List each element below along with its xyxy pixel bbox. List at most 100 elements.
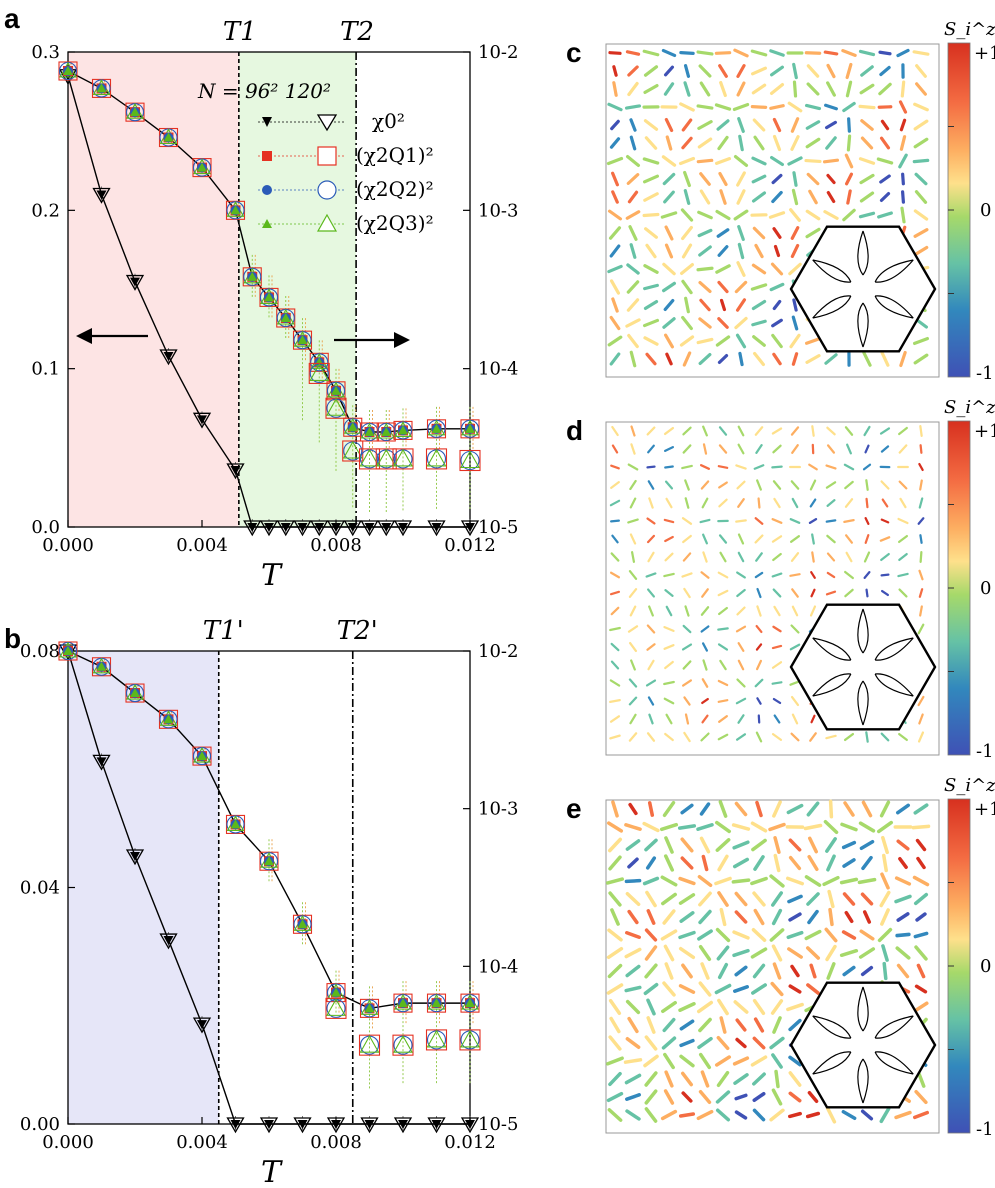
spin-arrow bbox=[844, 498, 854, 508]
spin-arrow bbox=[682, 660, 692, 670]
fermi-surface-line bbox=[862, 230, 869, 276]
spin-arrow bbox=[771, 891, 783, 907]
spin-arrow bbox=[715, 1108, 731, 1122]
marker-open-triangle bbox=[460, 1117, 480, 1134]
spin-arrow bbox=[913, 931, 929, 939]
spin-arrow bbox=[828, 907, 834, 927]
spin-arrow bbox=[678, 876, 696, 886]
spin-arrow bbox=[644, 945, 658, 961]
spin-arrow bbox=[719, 659, 727, 671]
spin-arrow bbox=[609, 590, 621, 596]
marker-filled-triangle bbox=[247, 523, 258, 532]
marker-filled-triangle-up bbox=[163, 714, 174, 724]
marker-filled-triangle-up bbox=[331, 385, 341, 395]
marker-filled-triangle-up bbox=[431, 998, 442, 1008]
marker-filled-triangle-up bbox=[130, 107, 140, 117]
spin-arrow bbox=[773, 714, 781, 724]
spin-arrow bbox=[679, 1054, 695, 1068]
spin-arrow bbox=[677, 824, 697, 830]
spin-arrow bbox=[803, 823, 823, 831]
spin-arrow bbox=[879, 192, 891, 202]
vline-label-1: T2 bbox=[340, 17, 374, 47]
fermi-surface-line bbox=[812, 295, 852, 319]
spin-arrow bbox=[808, 189, 818, 205]
fermi-surface-line bbox=[862, 680, 869, 726]
spin-arrow bbox=[771, 733, 783, 741]
spin-arrow bbox=[752, 226, 766, 240]
spin-arrow bbox=[624, 985, 642, 993]
spin-arrow bbox=[898, 444, 908, 454]
spin-arrow bbox=[791, 713, 799, 725]
spin-arrow bbox=[771, 427, 783, 435]
spin-arrow bbox=[661, 1000, 677, 1014]
spin-arrow bbox=[718, 534, 728, 544]
spin-arrow bbox=[770, 981, 784, 997]
spin-arrow bbox=[825, 519, 837, 523]
spin-arrow bbox=[773, 605, 781, 617]
vline-label-0: T1' bbox=[203, 616, 244, 646]
spin-arrow bbox=[608, 998, 622, 1016]
vline-label-1: T2' bbox=[337, 616, 378, 646]
spin-arrow bbox=[771, 535, 783, 543]
colorbar-mid-label: 0 bbox=[980, 578, 991, 599]
marker-filled-triangle bbox=[364, 1120, 375, 1129]
spin-arrow bbox=[914, 172, 928, 186]
spin-arrow bbox=[824, 120, 838, 130]
spin-arrow bbox=[880, 589, 890, 597]
spin-arrow bbox=[731, 823, 751, 831]
spin-arrow bbox=[755, 624, 763, 634]
spin-arrow bbox=[805, 354, 821, 364]
spin-arrow bbox=[825, 1106, 837, 1124]
spin-arrow bbox=[754, 571, 764, 579]
spin-arrow bbox=[683, 696, 691, 706]
spin-arrow bbox=[735, 697, 747, 705]
spin-arrow bbox=[806, 172, 820, 186]
spin-arrow bbox=[608, 226, 622, 240]
spin-arrow bbox=[696, 823, 714, 831]
spin-arrow bbox=[662, 1017, 676, 1033]
spin-arrow bbox=[804, 103, 822, 111]
spin-arrow bbox=[718, 444, 728, 454]
spin-arrow bbox=[625, 999, 641, 1015]
spin-arrow bbox=[714, 876, 732, 886]
spin-arrow bbox=[826, 444, 836, 454]
spin-arrow bbox=[607, 209, 623, 221]
marker-filled-triangle bbox=[197, 415, 207, 425]
spin-arrow bbox=[773, 836, 781, 854]
marker-filled-triangle-up bbox=[197, 162, 207, 172]
spin-arrow bbox=[716, 228, 730, 238]
spin-arrow bbox=[805, 209, 821, 221]
spin-arrow bbox=[858, 157, 876, 165]
spin-arrow bbox=[732, 857, 750, 869]
spin-arrow bbox=[698, 1052, 712, 1070]
spin-arrow bbox=[681, 1091, 693, 1103]
spin-arrow bbox=[840, 822, 858, 832]
spin-arrow bbox=[612, 81, 618, 97]
spin-arrow bbox=[610, 119, 620, 131]
spin-arrow bbox=[809, 605, 817, 617]
spin-arrow bbox=[642, 318, 660, 328]
spin-arrow bbox=[699, 802, 711, 816]
spin-arrow bbox=[682, 351, 692, 367]
spin-arrow bbox=[772, 134, 782, 152]
spin-arrow bbox=[683, 731, 691, 743]
spin-arrow bbox=[662, 981, 676, 997]
fermi-surface-line bbox=[874, 259, 914, 283]
legend-filled-2 bbox=[262, 185, 272, 195]
spin-arrow bbox=[628, 678, 638, 688]
colorbar-bottom-label: -1 bbox=[976, 741, 994, 762]
spin-arrow bbox=[702, 659, 708, 671]
spin-arrow bbox=[858, 104, 876, 110]
spin-arrow bbox=[719, 80, 727, 98]
spin-arrow bbox=[789, 535, 801, 543]
spin-arrow bbox=[630, 551, 636, 563]
spin-arrow bbox=[715, 209, 731, 221]
spin-arrow bbox=[607, 1108, 623, 1122]
marker-open-triangle bbox=[125, 274, 145, 291]
spin-arrow bbox=[736, 189, 746, 205]
spin-arrow bbox=[880, 732, 890, 742]
spin-arrow bbox=[628, 732, 638, 742]
spin-arrow bbox=[663, 518, 675, 524]
spin-arrow bbox=[678, 930, 696, 940]
spin-arrow bbox=[826, 499, 836, 507]
